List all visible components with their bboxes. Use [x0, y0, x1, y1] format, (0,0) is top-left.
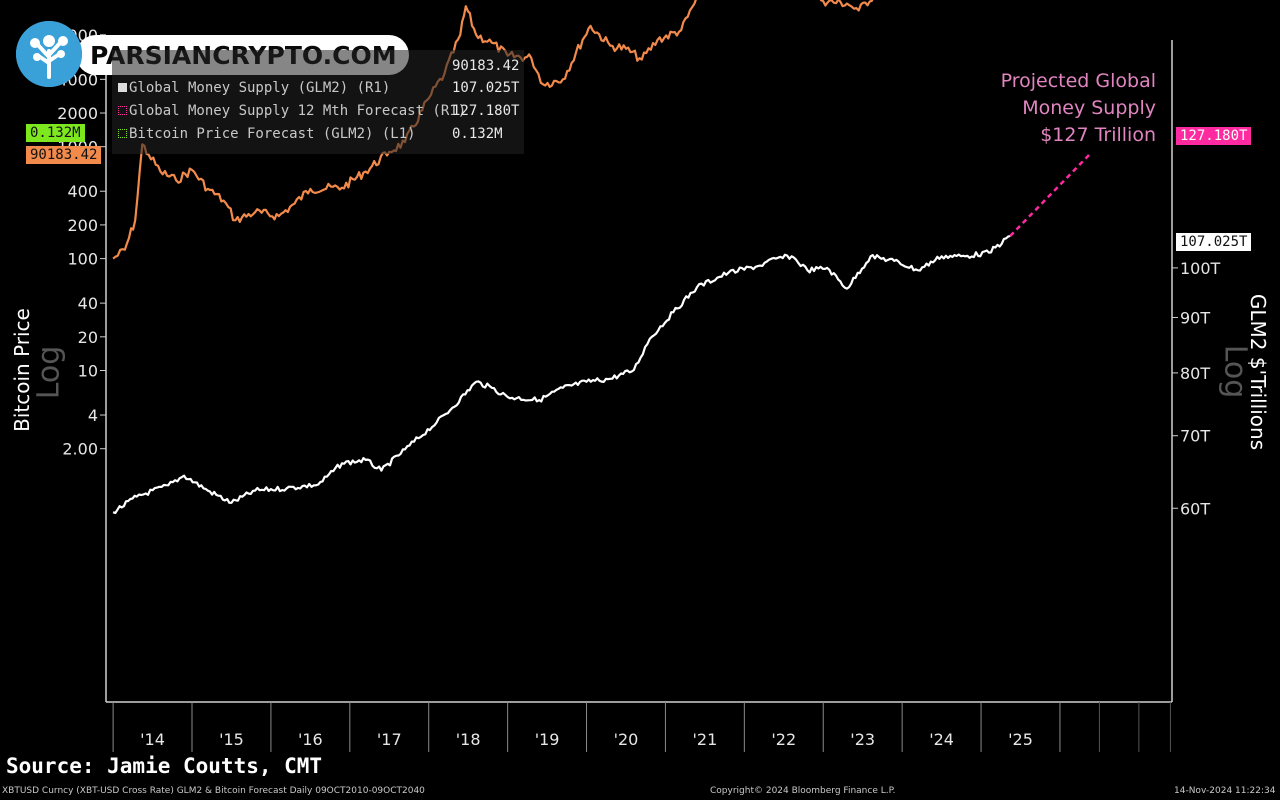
legend-item: Bitcoin Price Forecast (GLM2) (L1): [118, 126, 416, 142]
series-bitcoin-price: [112, 0, 874, 260]
x-tick-label: '17: [377, 730, 402, 749]
left-tick-label: 100: [67, 250, 98, 269]
right-tick-label: 90T: [1180, 308, 1210, 327]
left-tick-label: 400: [67, 182, 98, 201]
x-tick-label: '21: [693, 730, 718, 749]
x-tick-label: '19: [535, 730, 560, 749]
series-glm2: [112, 234, 1011, 515]
right-tick-label: 60T: [1180, 499, 1210, 518]
left-tick-label: 200: [67, 216, 98, 235]
x-tick-label: '23: [850, 730, 875, 749]
legend-swatch: [118, 83, 127, 92]
footer-copyright: Copyright© 2024 Bloomberg Finance L.P.: [710, 786, 896, 796]
right-tick-label: 70T: [1180, 427, 1210, 446]
x-tick-label: '22: [771, 730, 796, 749]
left-tick-label: 10: [78, 362, 98, 381]
left-tick-label: 40: [78, 294, 98, 313]
left-tick-label: 2.00: [62, 440, 98, 459]
series-glm2-forecast: [1009, 153, 1091, 237]
brand-tree-icon: [16, 21, 82, 87]
tag-btc-forecast: 0.132M: [26, 124, 85, 142]
legend-value: 107.025T: [452, 80, 520, 96]
left-axis-scale: Log: [31, 345, 67, 400]
x-tick-label: '20: [614, 730, 639, 749]
tag-glm2-last: 107.025T: [1176, 233, 1252, 251]
legend-swatch: [118, 106, 127, 115]
left-tick-label: 4: [88, 406, 98, 425]
x-tick-label: '16: [298, 730, 323, 749]
x-tick-label: '24: [929, 730, 954, 749]
legend-swatch: [118, 129, 127, 138]
left-tick-label: 2000: [57, 104, 98, 123]
legend: 90183.42 Global Money Supply (GLM2) (R1)…: [112, 50, 524, 154]
legend-label: Global Money Supply 12 Mth Forecast (R1): [129, 103, 467, 119]
legend-value: 0.132M: [452, 126, 503, 142]
footer-ticker: XBTUSD Curncy (XBT-USD Cross Rate) GLM2 …: [2, 786, 425, 796]
x-tick-label: '15: [219, 730, 244, 749]
footer-timestamp: 14-Nov-2024 11:22:34: [1174, 786, 1276, 796]
legend-top-value: 90183.42: [452, 58, 520, 74]
legend-item: Global Money Supply 12 Mth Forecast (R1): [118, 103, 466, 119]
projection-annotation: Projected Global Money Supply $127 Trill…: [1000, 70, 1156, 146]
left-tick-label: 20: [78, 328, 98, 347]
tag-glm2-forecast: 127.180T: [1176, 127, 1252, 145]
legend-value: 127.180T: [452, 103, 520, 119]
right-tick-label: 80T: [1180, 364, 1210, 383]
brand-logo: PARSIANCRYPTO.COM: [16, 20, 409, 88]
x-tick-label: '18: [456, 730, 481, 749]
legend-label: Global Money Supply (GLM2) (R1): [129, 80, 391, 96]
legend-item: Global Money Supply (GLM2) (R1): [118, 80, 390, 96]
x-tick-label: '14: [140, 730, 165, 749]
source-caption: Source: Jamie Coutts, CMT: [6, 754, 323, 778]
right-axis-scale: Log: [1217, 344, 1253, 399]
x-tick-label: '25: [1008, 730, 1033, 749]
left-axis-title: Bitcoin Price: [9, 308, 34, 432]
tag-btc-last: 90183.42: [26, 146, 102, 164]
right-tick-label: 100T: [1180, 259, 1221, 278]
legend-label: Bitcoin Price Forecast (GLM2) (L1): [129, 126, 416, 142]
